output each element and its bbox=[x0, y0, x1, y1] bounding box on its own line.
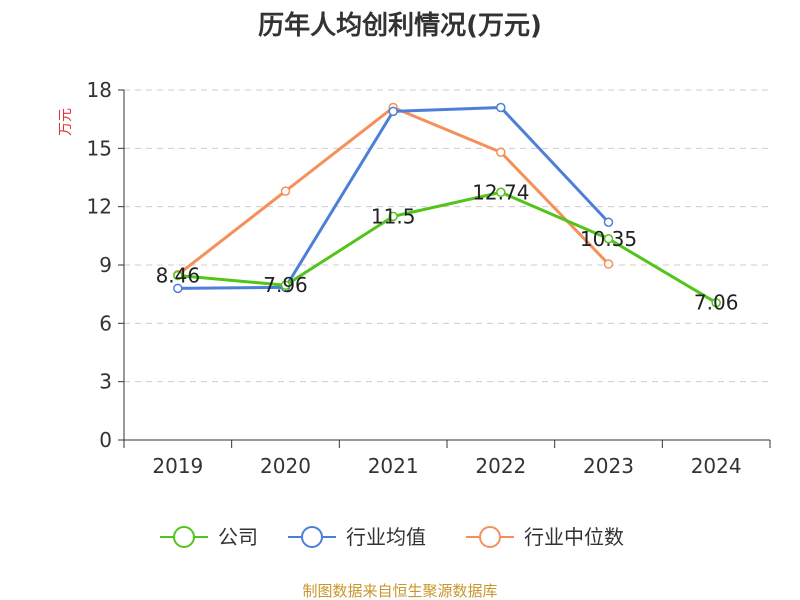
data-point bbox=[388, 106, 398, 117]
legend-item: 行业均值 bbox=[288, 525, 426, 549]
legend-marker bbox=[173, 526, 195, 548]
data-point bbox=[496, 187, 506, 198]
y-tick-label: 9 bbox=[99, 253, 112, 277]
x-tick-label: 2023 bbox=[583, 454, 634, 478]
data-label: 12.74 bbox=[472, 180, 529, 204]
legend: 公司 行业均值 行业中位数 bbox=[160, 525, 624, 549]
y-tick-label: 3 bbox=[99, 370, 112, 394]
legend-marker bbox=[479, 526, 501, 548]
legend-marker bbox=[301, 526, 323, 548]
x-tick-label: 2022 bbox=[475, 454, 526, 478]
data-point bbox=[603, 217, 614, 227]
data-label: 10.35 bbox=[580, 227, 637, 251]
series-lines bbox=[173, 102, 721, 308]
data-label: 7.06 bbox=[694, 291, 739, 315]
data-point bbox=[388, 211, 398, 222]
series-line-0 bbox=[177, 190, 717, 305]
data-point bbox=[173, 270, 183, 281]
data-point bbox=[496, 147, 506, 157]
data-point bbox=[603, 259, 614, 269]
data-labels: 8.46 7.96 11.5 12.74 10.35 7.06 bbox=[156, 180, 739, 314]
legend-item: 公司 bbox=[160, 525, 258, 549]
y-axis-label: 万元 bbox=[58, 108, 74, 136]
data-point bbox=[173, 283, 183, 294]
series-line-2 bbox=[176, 106, 610, 276]
y-tick-label: 18 bbox=[87, 78, 112, 102]
x-tick-label: 2020 bbox=[260, 454, 311, 478]
y-tick-label: 6 bbox=[99, 311, 112, 335]
grid-lines bbox=[124, 89, 770, 383]
legend-label: 行业均值 bbox=[346, 525, 426, 549]
data-point bbox=[603, 234, 614, 244]
data-point bbox=[280, 186, 291, 196]
data-point bbox=[496, 102, 506, 113]
source-note: 制图数据来自恒生聚源数据库 bbox=[302, 582, 497, 600]
x-tick-label: 2024 bbox=[691, 454, 742, 478]
legend-item: 行业中位数 bbox=[466, 525, 624, 549]
data-label: 11.5 bbox=[371, 204, 416, 228]
data-label: 7.96 bbox=[263, 273, 308, 297]
data-label: 8.46 bbox=[156, 264, 201, 288]
legend-label: 公司 bbox=[218, 525, 258, 549]
chart-title: 历年人均创利情况(万元) bbox=[258, 10, 542, 41]
legend-label: 行业中位数 bbox=[524, 525, 624, 549]
axes: 0 3 6 9 12 15 18 2019 2020 2021 2022 2023 2024 bbox=[87, 78, 771, 478]
x-tick-label: 2019 bbox=[152, 454, 203, 478]
data-point bbox=[711, 297, 721, 308]
y-tick-label: 12 bbox=[87, 195, 112, 219]
y-tick-label: 0 bbox=[99, 428, 112, 452]
y-tick-label: 15 bbox=[87, 136, 112, 160]
data-point bbox=[280, 280, 291, 290]
x-tick-label: 2021 bbox=[368, 454, 419, 478]
